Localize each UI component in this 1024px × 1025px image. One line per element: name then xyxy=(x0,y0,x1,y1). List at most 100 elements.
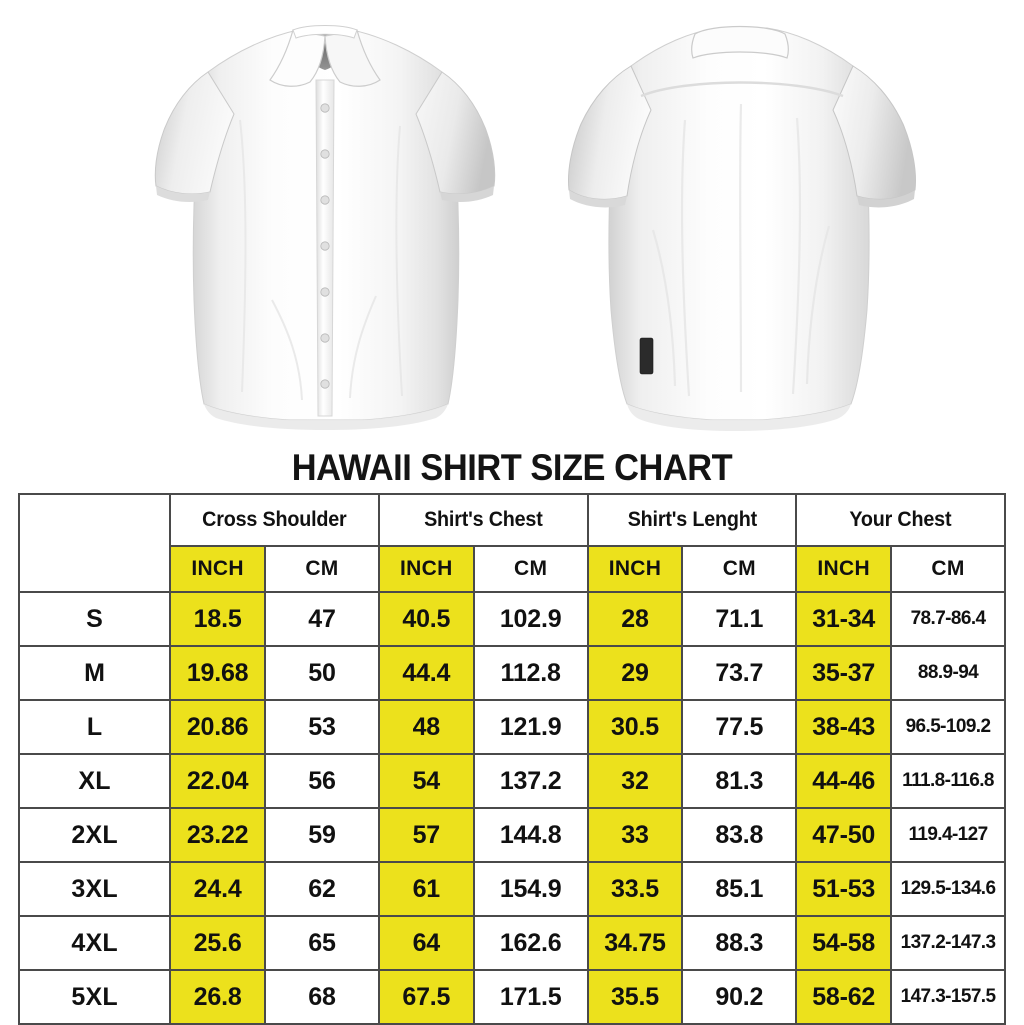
cell-your-chest-cm: 119.4-127 xyxy=(890,807,1006,863)
shirt-folds xyxy=(239,119,403,401)
cell-shirt-length-cm: 85.1 xyxy=(681,861,798,917)
cell-cross-shoulder-cm: 53 xyxy=(263,699,380,755)
cell-your-chest-inch: 51-53 xyxy=(795,861,893,917)
unit-header-cross-shoulder-inch: INCH xyxy=(169,545,266,593)
table-row: 5XL 26.8 68 67.5 171.5 35.5 90.2 58-62 147.3-157… xyxy=(17,969,1006,1025)
shirt-back-hem-shadow xyxy=(627,404,851,431)
cell-your-chest-cm: 137.2-147.3 xyxy=(890,915,1006,971)
shirt-back-folds xyxy=(651,103,831,397)
cell-shirt-chest-cm: 162.6 xyxy=(472,915,589,971)
shirt-front-image xyxy=(130,0,520,446)
cell-cross-shoulder-inch: 22.04 xyxy=(169,753,266,809)
cell-your-chest-inch: 47-50 xyxy=(795,807,893,863)
cell-your-chest-inch: 44-46 xyxy=(795,753,893,809)
cell-cross-shoulder-inch: 24.4 xyxy=(169,861,266,917)
row-size-label: M xyxy=(17,645,172,701)
unit-header-your-chest-cm: CM xyxy=(890,545,1006,593)
cell-shirt-length-inch: 34.75 xyxy=(586,915,684,971)
shirt-back-image xyxy=(545,0,935,446)
cell-shirt-chest-cm: 102.9 xyxy=(472,591,589,647)
size-column-header xyxy=(22,493,167,593)
shirt-yoke-seam xyxy=(640,81,844,98)
cell-shirt-chest-cm: 144.8 xyxy=(472,807,589,863)
cell-shirt-length-inch: 29 xyxy=(586,645,684,701)
cell-cross-shoulder-inch: 23.22 xyxy=(169,807,266,863)
cell-your-chest-inch: 38-43 xyxy=(795,699,893,755)
table-row: S 18.5 47 40.5 102.9 28 71.1 31-34 78.7-86.4 xyxy=(17,591,1006,647)
shirt-back-sleeve-left-hem xyxy=(569,190,627,208)
cell-cross-shoulder-inch: 18.5 xyxy=(169,591,266,647)
cell-cross-shoulder-cm: 68 xyxy=(263,969,380,1025)
cell-your-chest-cm: 78.7-86.4 xyxy=(890,591,1006,647)
size-chart-table-wrapper: Cross Shoulder Shirt's Chest Shirt's Len… xyxy=(17,493,1006,1025)
cell-your-chest-inch: 58-62 xyxy=(795,969,893,1025)
cell-shirt-length-inch: 28 xyxy=(586,591,684,647)
cell-your-chest-inch: 54-58 xyxy=(795,915,893,971)
row-size-label: 3XL xyxy=(17,861,172,917)
cell-shirt-length-inch: 32 xyxy=(586,753,684,809)
table-row: 4XL 25.6 65 64 162.6 34.75 88.3 54-58 137.2-147.… xyxy=(17,915,1006,971)
shirt-back-sleeve-right-hem xyxy=(857,190,915,208)
unit-header-shirts-length-inch: INCH xyxy=(586,545,684,593)
cell-cross-shoulder-inch: 19.68 xyxy=(169,645,266,701)
unit-header-shirts-chest-inch: INCH xyxy=(377,545,475,593)
cell-shirt-length-cm: 73.7 xyxy=(681,645,798,701)
cell-your-chest-cm: 88.9-94 xyxy=(890,645,1006,701)
unit-header-your-chest-inch: INCH xyxy=(795,545,893,593)
cell-cross-shoulder-cm: 47 xyxy=(263,591,380,647)
cell-cross-shoulder-cm: 50 xyxy=(263,645,380,701)
cell-shirt-chest-inch: 61 xyxy=(377,861,475,917)
unit-header-shirts-length-cm: CM xyxy=(681,545,798,593)
shirt-collar-stand xyxy=(292,25,358,39)
cell-shirt-chest-inch: 40.5 xyxy=(377,591,475,647)
cell-your-chest-inch: 31-34 xyxy=(795,591,893,647)
table-row: XL 22.04 56 54 137.2 32 81.3 44-46 111.8-116.8 xyxy=(17,753,1006,809)
shirt-sleeve-right-hem xyxy=(440,186,494,203)
group-header-shirts-length: Shirt's Lenght xyxy=(592,493,791,547)
shirt-sleeve-left-hem xyxy=(156,186,210,203)
cell-shirt-length-inch: 30.5 xyxy=(586,699,684,755)
cell-shirt-length-cm: 81.3 xyxy=(681,753,798,809)
cell-your-chest-cm: 96.5-109.2 xyxy=(890,699,1006,755)
cell-cross-shoulder-inch: 20.86 xyxy=(169,699,266,755)
table-body: S 18.5 47 40.5 102.9 28 71.1 31-34 78.7-86.4 M 19.… xyxy=(17,591,1006,1025)
cell-shirt-chest-cm: 137.2 xyxy=(472,753,589,809)
header-unit-row: INCH CM INCH CM INCH CM INCH CM xyxy=(19,545,1006,593)
cell-shirt-chest-inch: 64 xyxy=(377,915,475,971)
brand-label-tag xyxy=(639,337,654,375)
header-group-row: Cross Shoulder Shirt's Chest Shirt's Len… xyxy=(19,493,1005,593)
row-size-label: S xyxy=(17,591,172,647)
cell-shirt-chest-cm: 171.5 xyxy=(472,969,589,1025)
row-size-label: L xyxy=(17,699,172,755)
cell-cross-shoulder-cm: 62 xyxy=(263,861,380,917)
row-size-label: 5XL xyxy=(17,969,172,1025)
cell-cross-shoulder-cm: 56 xyxy=(263,753,380,809)
cell-shirt-length-inch: 35.5 xyxy=(586,969,684,1025)
table-row: 2XL 23.22 59 57 144.8 33 83.8 47-50 119.4-127 xyxy=(17,807,1006,863)
cell-your-chest-cm: 129.5-134.6 xyxy=(890,861,1006,917)
cell-your-chest-cm: 147.3-157.5 xyxy=(890,969,1006,1025)
cell-cross-shoulder-cm: 59 xyxy=(263,807,380,863)
cell-your-chest-inch: 35-37 xyxy=(795,645,893,701)
cell-your-chest-cm: 111.8-116.8 xyxy=(890,753,1006,809)
cell-shirt-chest-inch: 48 xyxy=(377,699,475,755)
cell-shirt-length-cm: 77.5 xyxy=(681,699,798,755)
cell-shirt-chest-inch: 67.5 xyxy=(377,969,475,1025)
cell-shirt-length-cm: 83.8 xyxy=(681,807,798,863)
shirt-front-illustration xyxy=(154,25,496,430)
shirt-hem-shadow xyxy=(204,404,448,430)
product-photo-area xyxy=(0,0,1024,446)
cell-shirt-length-cm: 90.2 xyxy=(681,969,798,1025)
cell-shirt-length-inch: 33.5 xyxy=(586,861,684,917)
group-header-cross-shoulder: Cross Shoulder xyxy=(175,493,374,547)
shirt-collar-right xyxy=(324,29,381,87)
row-size-label: 2XL xyxy=(17,807,172,863)
shirt-back-collar xyxy=(691,25,789,59)
cell-cross-shoulder-inch: 25.6 xyxy=(169,915,266,971)
cell-shirt-length-cm: 71.1 xyxy=(681,591,798,647)
unit-header-cross-shoulder-cm: CM xyxy=(263,545,380,593)
group-header-shirts-chest: Shirt's Chest xyxy=(384,493,583,547)
cell-shirt-length-inch: 33 xyxy=(586,807,684,863)
size-chart-table: Cross Shoulder Shirt's Chest Shirt's Len… xyxy=(17,493,1006,1025)
cell-shirt-length-cm: 88.3 xyxy=(681,915,798,971)
